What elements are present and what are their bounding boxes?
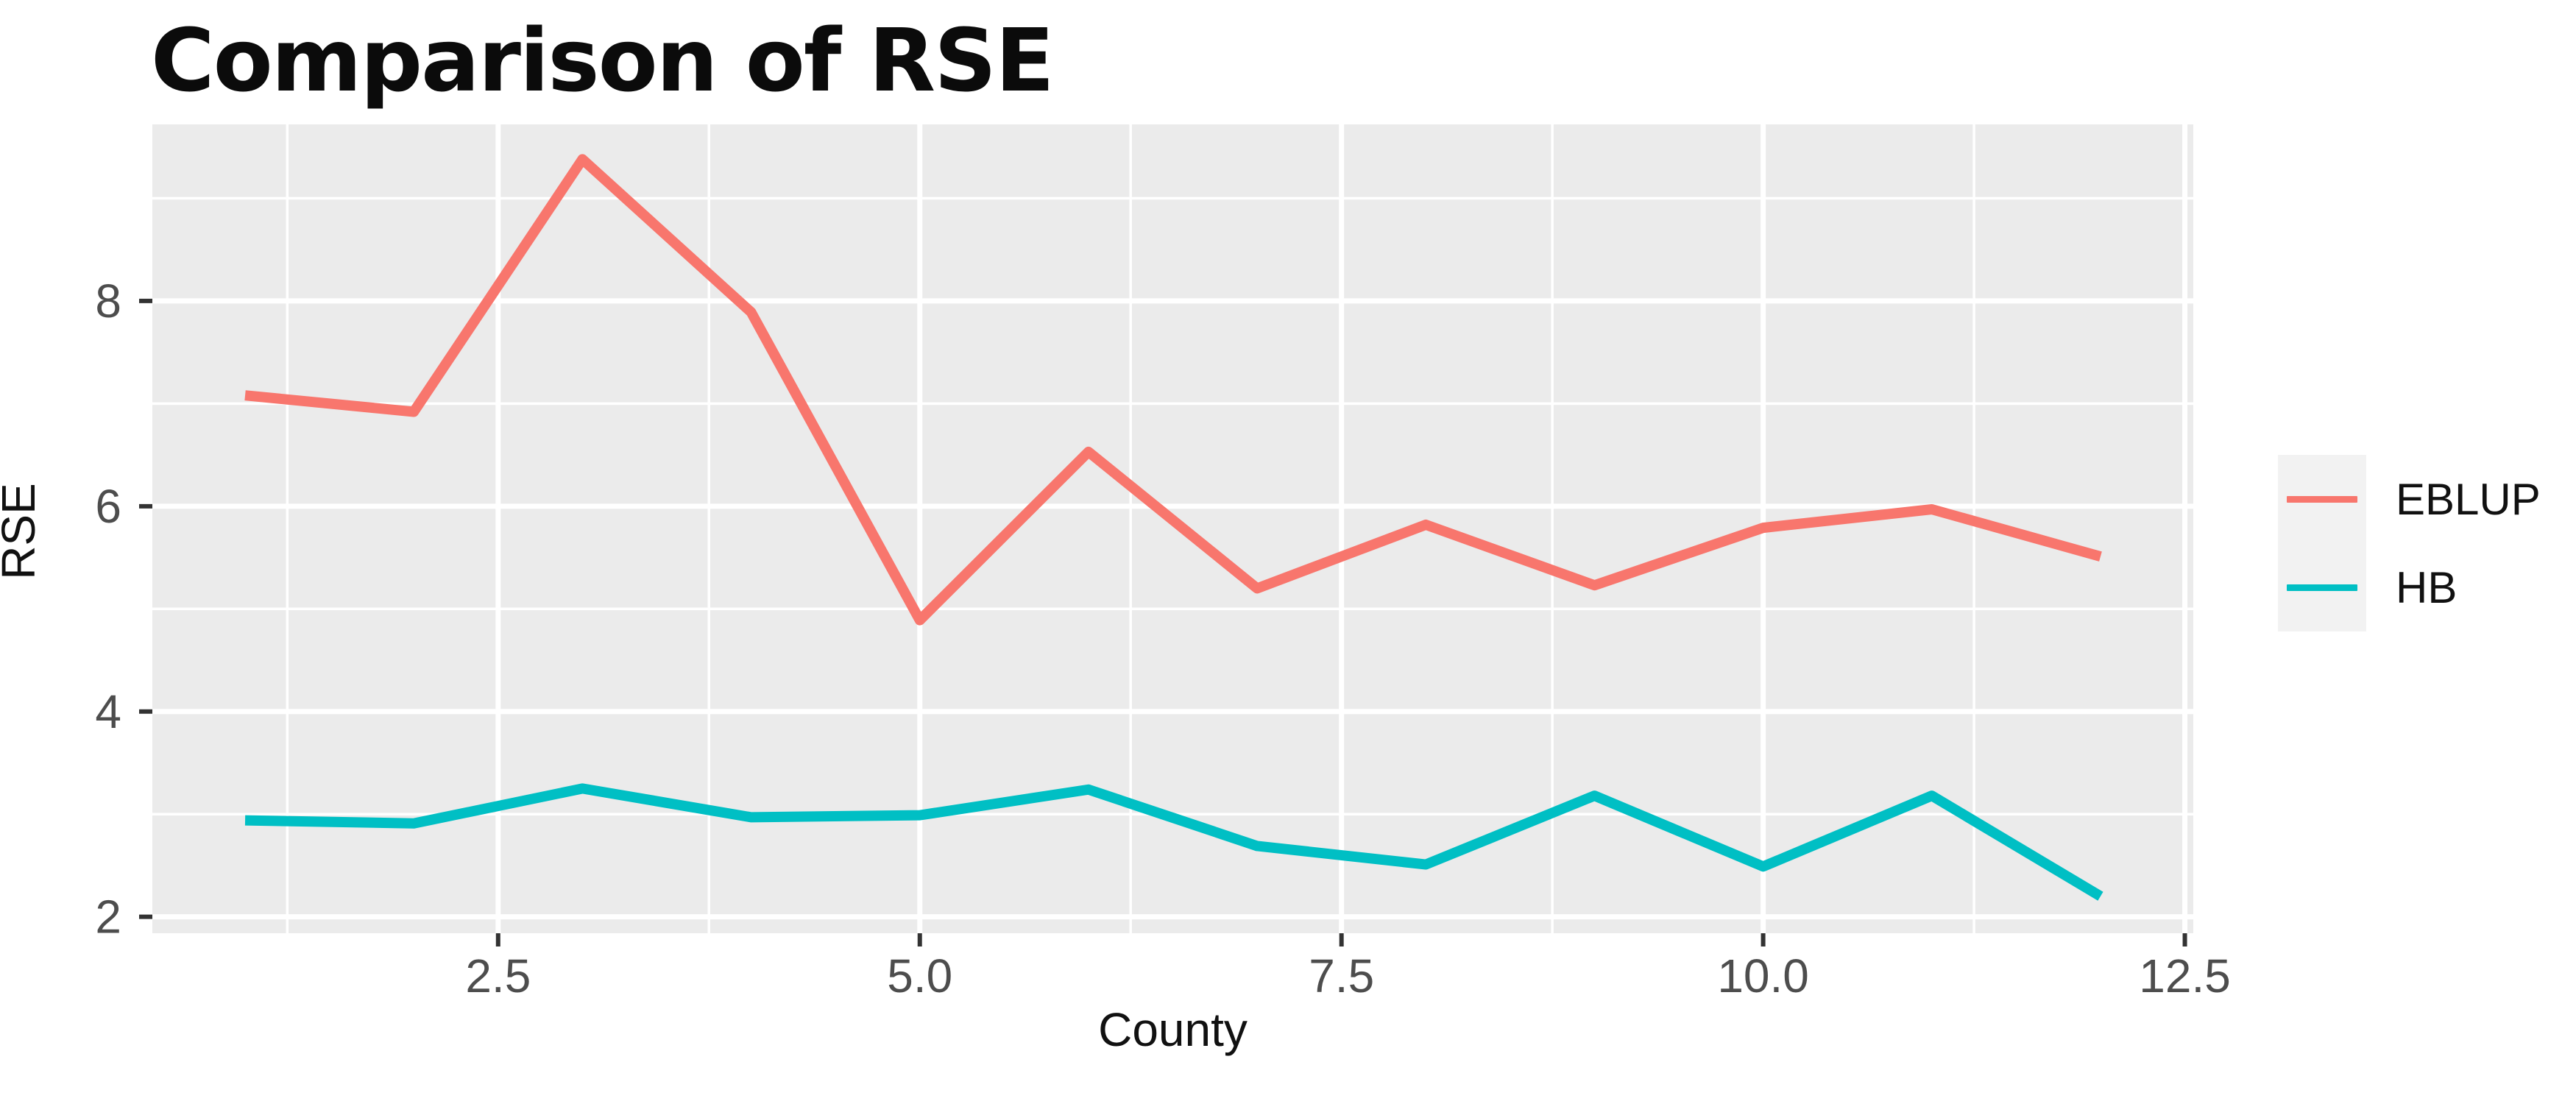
svg-text:7.5: 7.5 [1309,949,1374,1002]
svg-text:2.5: 2.5 [465,949,531,1002]
svg-text:2: 2 [95,891,121,944]
legend-entry-hb: HB [2278,543,2541,631]
legend-label-hb: HB [2396,562,2458,612]
legend: EBLUP HB [2278,455,2541,631]
eblup-line-swatch-icon [2287,495,2357,503]
x-tick-labels: 2.5 5.0 7.5 10.0 12.5 [465,949,2231,1002]
y-tick-labels: 2 4 6 8 [95,275,121,944]
legend-entry-eblup: EBLUP [2278,455,2541,543]
legend-key-hb [2278,543,2366,631]
svg-text:5.0: 5.0 [887,949,952,1002]
svg-text:4: 4 [95,685,121,738]
svg-text:10.0: 10.0 [1717,949,1809,1002]
panel-background [152,124,2193,933]
svg-text:12.5: 12.5 [2139,949,2231,1002]
legend-key-eblup [2278,455,2366,543]
chart-title: Comparison of RSE [151,10,1055,111]
x-axis-title: County [1098,1003,1248,1056]
y-axis-title: RSE [0,483,45,580]
hb-line-swatch-icon [2287,584,2357,591]
svg-text:6: 6 [95,480,121,533]
hb-line [244,783,2103,901]
eblup-line [244,154,2102,626]
svg-text:8: 8 [95,275,121,328]
legend-label-eblup: EBLUP [2396,474,2541,524]
axis-ticks [139,298,2187,946]
